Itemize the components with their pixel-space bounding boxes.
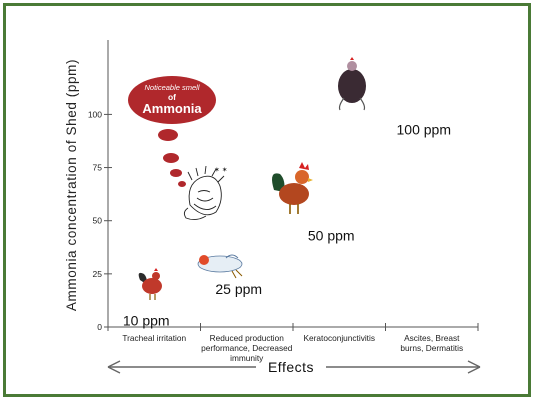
x-categories: Tracheal irritation Reduced production per…	[107, 323, 479, 363]
rooster-10ppm-icon	[138, 268, 162, 300]
figure-frame	[3, 3, 531, 397]
x-category-label: Ascites, Breast burns, Dermatitis	[400, 333, 463, 353]
bubble-dot-1	[158, 129, 178, 141]
y-tick-label: 25	[93, 269, 103, 279]
effects-axis: Effects	[107, 359, 481, 375]
y-tick-label: 50	[93, 216, 103, 226]
ammonia-smell-bubble: Noticeable smell of Ammonia	[128, 76, 216, 187]
rooster-50ppm-icon	[272, 162, 313, 214]
bubble-dot-2	[163, 153, 179, 163]
ppm-label: 10 ppm	[123, 313, 170, 329]
arrow-right-icon	[467, 360, 481, 374]
bubble-cloud	[128, 76, 216, 124]
bird-100ppm-icon	[338, 57, 366, 111]
y-ticks: 0 25 50 75 100	[88, 109, 112, 332]
bubble-line-2: of	[168, 92, 176, 102]
y-axis-label: Ammonia concentration of Shed (ppm)	[64, 59, 79, 311]
x-category-label: Keratoconjunctivitis	[304, 333, 375, 343]
y-tick-label: 0	[97, 322, 102, 332]
bubble-line-3: Ammonia	[142, 101, 202, 116]
x-axis-label: Effects	[268, 359, 314, 375]
y-tick-label: 100	[88, 109, 102, 119]
bubble-line-1: Noticeable smell	[144, 83, 199, 92]
arrow-left-icon	[107, 360, 121, 374]
stink-mark-icon: ✶ ✶	[214, 166, 228, 174]
ppm-label: 100 ppm	[397, 121, 451, 137]
person-covering-nose-illustration: ✶ ✶	[183, 165, 228, 221]
ppm-label: 50 ppm	[308, 228, 355, 244]
ppm-label: 25 ppm	[215, 281, 262, 297]
x-category-label: Reduced production performance, Decreased…	[201, 333, 293, 363]
ppm-labels: 10 ppm 25 ppm 50 ppm 100 ppm	[123, 121, 451, 328]
bird-lying-25ppm-icon	[197, 254, 243, 279]
bubble-dot-3	[170, 169, 182, 177]
x-category-label: Tracheal irritation	[122, 333, 186, 343]
chicken-illustrations	[138, 57, 366, 300]
y-tick-label: 75	[93, 163, 103, 173]
bubble-dot-4	[178, 181, 186, 187]
